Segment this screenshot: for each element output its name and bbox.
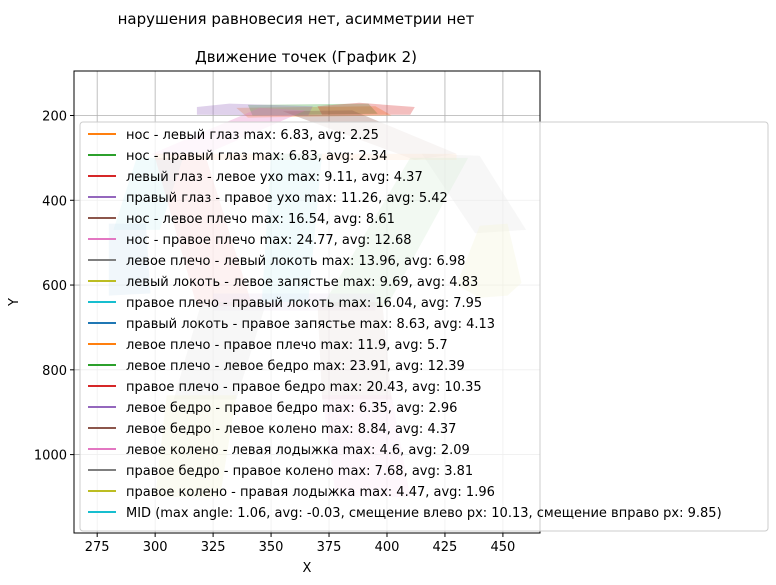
x-tick-label: 425 — [433, 540, 458, 555]
y-tick-label: 800 — [42, 364, 67, 379]
legend-entry: правый глаз - правое ухо max: 11.26, avg… — [126, 191, 448, 206]
legend-entry: левое бедро - левое колено max: 8.84, av… — [126, 422, 456, 437]
chart-suptitle: нарушения равновесия нет, асимметрии нет — [118, 10, 475, 28]
legend-entry: правый локоть - правое запястье max: 8.6… — [126, 317, 495, 332]
legend-entry: правое плечо - правый локоть max: 16.04,… — [126, 296, 482, 311]
legend-entry: правое бедро - правое колено max: 7.68, … — [126, 464, 473, 479]
legend-entry: левый локоть - левое запястье max: 9.69,… — [126, 275, 478, 290]
x-tick-label: 275 — [85, 540, 110, 555]
x-tick-label: 400 — [375, 540, 400, 555]
x-tick-label: 300 — [143, 540, 168, 555]
y-axis-label: Y — [7, 298, 22, 307]
legend-entry: левый глаз - левое ухо max: 9.11, avg: 4… — [126, 170, 423, 185]
legend-entry: нос - левое плечо max: 16.54, avg: 8.61 — [126, 212, 395, 227]
legend-entry: нос - правый глаз max: 6.83, avg: 2.34 — [126, 149, 387, 164]
area-series-1 — [236, 106, 392, 118]
y-tick-label: 200 — [42, 110, 67, 125]
legend-entry: левое бедро - правое бедро max: 6.35, av… — [126, 401, 457, 416]
legend-entry: левое плечо - левое бедро max: 23.91, av… — [126, 359, 465, 374]
legend-entry: левое колено - левая лодыжка max: 4.6, a… — [126, 443, 470, 458]
x-tick-label: 375 — [317, 540, 342, 555]
x-tick-label: 325 — [201, 540, 226, 555]
chart-title: Движение точек (График 2) — [195, 48, 417, 66]
area-series-4 — [196, 103, 313, 116]
legend-entry: левое плечо - левый локоть max: 13.96, a… — [126, 254, 465, 269]
legend-entry: нос - правое плечо max: 24.77, avg: 12.6… — [126, 233, 412, 248]
y-tick-label: 400 — [42, 194, 67, 209]
y-tick-label: 600 — [42, 279, 67, 294]
area-series-2 — [247, 103, 378, 116]
x-tick-label: 450 — [490, 540, 515, 555]
legend-entry: MID (max angle: 1.06, avg: -0.03, смещен… — [126, 506, 722, 521]
x-axis-label: X — [303, 561, 312, 576]
y-tick-label: 1000 — [34, 449, 67, 464]
legend: нос - левый глаз max: 6.83, avg: 2.25 нос… — [79, 121, 769, 532]
y-axis: 200 400 600 800 1000 — [34, 110, 74, 464]
legend-entry: левое плечо - правое плечо max: 11.9, av… — [126, 338, 448, 353]
legend-entry: нос - левый глаз max: 6.83, avg: 2.25 — [126, 128, 379, 143]
area-series-3 — [317, 102, 415, 115]
x-axis: 275 300 325 350 375 400 425 450 — [85, 533, 515, 555]
legend-box — [79, 121, 769, 532]
x-tick-label: 350 — [259, 540, 284, 555]
legend-entry: правое плечо - правое бедро max: 20.43, … — [126, 380, 482, 395]
legend-entry: правое колено - правая лодыжка max: 4.47… — [126, 485, 495, 500]
